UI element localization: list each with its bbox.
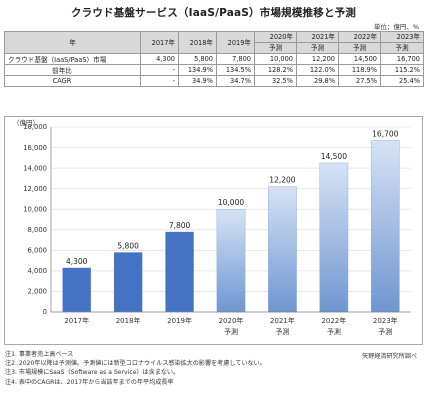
y-tick-label: 10,000 bbox=[23, 205, 47, 213]
table-cell: 7,800 bbox=[216, 53, 255, 65]
x-tick-label: 2017年 bbox=[64, 316, 89, 325]
y-tick-label: 12,000 bbox=[23, 185, 47, 193]
table-cell: 10,000 bbox=[254, 53, 297, 65]
table-cell: 32.5% bbox=[254, 75, 297, 87]
table-cell: 122.0% bbox=[296, 64, 339, 76]
table-cell: 16,700 bbox=[380, 53, 424, 65]
y-tick-label: 8,000 bbox=[28, 226, 47, 234]
unit-note: 単位：億円、% bbox=[373, 23, 419, 31]
bar-2023年 bbox=[370, 140, 400, 313]
table-cell: 29.8% bbox=[296, 75, 339, 87]
table-cell: 4,300 bbox=[140, 53, 179, 65]
x-tick-label: 2018年 bbox=[116, 316, 141, 325]
y-tick-label: 18,000 bbox=[23, 123, 47, 131]
data-table: 年 2017年 2018年 2019年 2020年 2021年 2022年 20… bbox=[4, 31, 424, 87]
year-header-2022: 2022年 bbox=[338, 31, 381, 43]
forecast-header: 予測 bbox=[296, 42, 339, 54]
table-row: クラウド基盤（IaaS/PaaS）市場 4,300 5,800 7,800 10… bbox=[4, 53, 424, 65]
data-label: 5,800 bbox=[117, 241, 139, 250]
forecast-header: 予測 bbox=[338, 42, 381, 54]
data-label: 10,000 bbox=[218, 198, 244, 207]
x-tick-label: 2020年 bbox=[219, 316, 244, 325]
note-1: 注1. 事業者売上高ベース bbox=[5, 351, 74, 358]
x-tick-label: 2019年 bbox=[167, 316, 192, 325]
y-tick-label: 4,000 bbox=[28, 267, 47, 275]
bar-2021年 bbox=[268, 186, 297, 313]
table-cell: 27.5% bbox=[338, 75, 381, 87]
data-label: 7,800 bbox=[169, 221, 191, 230]
data-label: 12,200 bbox=[269, 176, 295, 185]
table-cell: 25.4% bbox=[380, 75, 424, 87]
note-4: 注4. 表中のCAGRは、2017年から当該年までの年平均成長率 bbox=[5, 378, 174, 386]
table-cell: - bbox=[140, 64, 179, 76]
table-cell: 115.2% bbox=[380, 64, 424, 76]
forecast-header: 予測 bbox=[380, 42, 424, 54]
y-tick-label: 16,000 bbox=[23, 144, 47, 152]
bar-2022年 bbox=[319, 162, 349, 313]
table-corner-header: 年 bbox=[4, 31, 141, 54]
x-tick-label: 2022年 bbox=[321, 316, 346, 325]
x-forecast-label: 予測 bbox=[224, 327, 238, 336]
x-forecast-label: 予測 bbox=[327, 327, 341, 336]
table-cell: 128.2% bbox=[254, 64, 297, 76]
x-forecast-label: 予測 bbox=[378, 327, 392, 336]
row-label-cagr: CAGR bbox=[4, 75, 141, 87]
bar-2019年 bbox=[165, 231, 194, 312]
note-2: 注2. 2020年以降は予測値。予測値には新型コロナウイルス感染拡大の影響を考慮… bbox=[5, 360, 266, 368]
y-tick-label: 6,000 bbox=[28, 247, 47, 255]
forecast-header: 予測 bbox=[254, 42, 297, 54]
table-cell: 118.9% bbox=[338, 64, 381, 76]
year-header-2021: 2021年 bbox=[296, 31, 339, 43]
data-label: 16,700 bbox=[372, 129, 398, 138]
table-cell: 34.7% bbox=[216, 75, 255, 87]
table-cell: 134.5% bbox=[216, 64, 255, 76]
bar-chart: 4,3005,8007,80010,00012,20014,50016,700 … bbox=[13, 118, 411, 336]
page-title: クラウド基盤サービス（IaaS/PaaS）市場規模推移と予測 bbox=[70, 7, 357, 19]
year-header-2017: 2017年 bbox=[140, 31, 179, 54]
year-header-2023: 2023年 bbox=[380, 31, 424, 43]
bar-2017年 bbox=[62, 267, 91, 312]
y-tick-label: 14,000 bbox=[23, 164, 47, 172]
source-credit: 矢野経済研究所調べ bbox=[362, 353, 417, 360]
row-label-market: クラウド基盤（IaaS/PaaS）市場 bbox=[4, 53, 141, 65]
x-forecast-label: 予測 bbox=[275, 327, 289, 336]
x-tick-label: 2021年 bbox=[270, 316, 295, 325]
table-cell: 134.9% bbox=[178, 64, 217, 76]
table-row: CAGR - 34.9% 34.7% 32.5% 29.8% 27.5% 25.… bbox=[4, 75, 424, 87]
bar-2018年 bbox=[114, 252, 143, 312]
note-3: 注3. 市場規模にSaaS（Software as a Service）は含まな… bbox=[5, 369, 180, 377]
table-cell: 14,500 bbox=[338, 53, 381, 65]
y-axis-label: （億円） bbox=[13, 118, 39, 127]
table-row: 前年比 - 134.9% 134.5% 128.2% 122.0% 118.9%… bbox=[4, 64, 424, 76]
table-cell: 5,800 bbox=[178, 53, 217, 65]
year-header-2018: 2018年 bbox=[178, 31, 217, 54]
notes-block: 注1. 事業者売上高ベース 注2. 2020年以降は予測値。予測値には新型コロナ… bbox=[5, 350, 266, 387]
y-tick-label: 2,000 bbox=[28, 288, 47, 296]
chart-frame: 4,300 5,800 7,800 10,000 12,200 14,500 16,700 … bbox=[4, 116, 423, 345]
year-header-2019: 2019年 bbox=[216, 31, 255, 54]
year-header-2020: 2020年 bbox=[254, 31, 297, 43]
table-cell: 34.9% bbox=[178, 75, 217, 87]
data-label: 14,500 bbox=[321, 152, 347, 161]
x-tick-label: 2023年 bbox=[373, 316, 398, 325]
table-cell: 12,200 bbox=[296, 53, 339, 65]
table-cell: - bbox=[140, 75, 179, 87]
y-tick-label: 0 bbox=[43, 308, 47, 316]
data-label: 4,300 bbox=[66, 257, 88, 266]
row-label-yoy: 前年比 bbox=[4, 64, 141, 76]
bar-2020年 bbox=[216, 209, 246, 313]
